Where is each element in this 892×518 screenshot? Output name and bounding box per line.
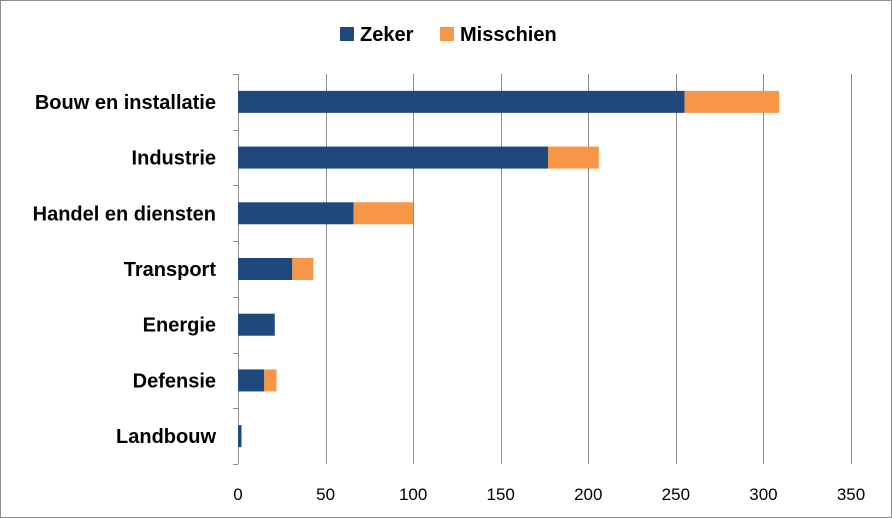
bar-zeker-bouw-en-installatie [238,90,685,113]
bar-misschien-industrie [548,146,599,169]
category-label-handel-en-diensten: Handel en diensten [33,203,216,225]
legend-label-zeker: Zeker [360,24,414,46]
x-tick-label-250: 250 [662,485,690,504]
x-tick-label-50: 50 [316,485,335,504]
bar-zeker-transport [238,258,293,280]
x-tick-label-150: 150 [487,485,515,504]
category-label-bouw-en-installatie: Bouw en installatie [35,92,216,114]
legend-label-misschien: Misschien [460,24,557,46]
x-tick-label-0: 0 [233,485,242,504]
x-tick-label-350: 350 [837,485,865,504]
bar-zeker-handel-en-diensten [238,202,354,225]
category-labels: Bouw en installatie Industrie Handel en di… [33,92,217,448]
category-label-landbouw: Landbouw [116,426,216,448]
legend: Zeker Misschien [340,24,557,46]
bar-misschien-defensie [264,369,277,392]
category-label-energie: Energie [143,315,216,337]
gridlines [233,74,852,465]
legend-swatch-zeker [340,27,354,41]
legend-swatch-misschien [440,27,454,41]
bar-zeker-defensie [238,369,265,392]
bar-zeker-landbouw [238,425,242,448]
bar-zeker-industrie [238,146,549,169]
bar-misschien-bouw-en-installatie [684,90,780,113]
category-label-defensie: Defensie [133,370,216,392]
bar-misschien-transport [292,258,314,280]
x-tick-label-100: 100 [399,485,427,504]
bars [238,90,780,448]
bar-misschien-handel-en-diensten [353,202,414,225]
x-tick-labels: 0 50 100 150 200 250 300 350 [233,485,865,504]
category-label-industrie: Industrie [132,148,216,170]
x-tick-label-200: 200 [574,485,602,504]
category-label-transport: Transport [124,259,217,281]
x-tick-label-300: 300 [749,485,777,504]
bar-zeker-energie [238,313,275,336]
